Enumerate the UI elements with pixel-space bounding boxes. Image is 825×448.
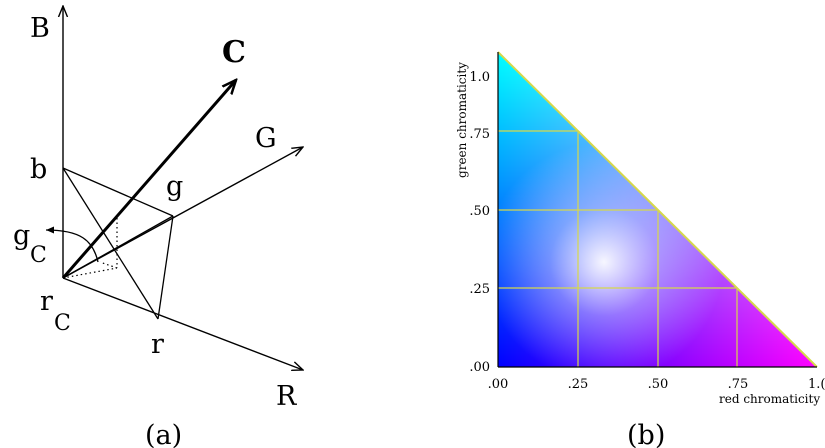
label-b: b [30, 154, 47, 185]
plane-edge-rg [62, 215, 174, 279]
y-tick-label: 1.0 [469, 70, 490, 85]
panel-b-chromaticity-diagram: 1.0 .75 .50 .25 .00 .00 .25 .50 .75 1.( … [455, 51, 825, 448]
x-tick-label: .50 [648, 377, 669, 392]
x-tick-label: .00 [488, 377, 509, 392]
label-r: r [151, 329, 164, 360]
hypotenuse [497, 51, 818, 368]
panel-a-diagram: B C G R b g r g C r C (a) [13, 6, 303, 448]
x-tick-label: .75 [728, 377, 749, 392]
gc-curved-arrow [45, 226, 99, 263]
x-axis-label: red chromaticity [719, 392, 820, 406]
y-tick-label: .25 [469, 282, 490, 297]
plane-edge-gr [157, 215, 174, 320]
projection-dotted-diag [62, 267, 118, 279]
label-rC: r [40, 286, 53, 317]
label-g: g [166, 171, 183, 202]
plane-edge-bg [62, 167, 174, 217]
x-tick-label: .25 [568, 377, 589, 392]
caption-a: (a) [145, 420, 182, 448]
r-axis [62, 277, 303, 370]
x-tick-label: 1.( [808, 377, 825, 392]
projection-dotted-r [99, 261, 118, 269]
y-tick-label: .50 [469, 204, 490, 219]
label-R: R [276, 381, 297, 412]
plane-edge-rb [62, 167, 159, 320]
label-B: B [30, 13, 50, 44]
y-tick-label: .75 [469, 127, 490, 142]
label-gC-subscript: C [30, 243, 47, 268]
c-vector [61, 80, 236, 279]
label-C: C [222, 35, 246, 70]
label-gC: g [13, 220, 30, 251]
y-axis-label: green chromaticity [455, 62, 469, 178]
y-tick-label: .00 [469, 360, 490, 375]
label-G: G [255, 123, 277, 154]
caption-b: (b) [627, 420, 665, 448]
label-rC-subscript: C [54, 311, 71, 336]
